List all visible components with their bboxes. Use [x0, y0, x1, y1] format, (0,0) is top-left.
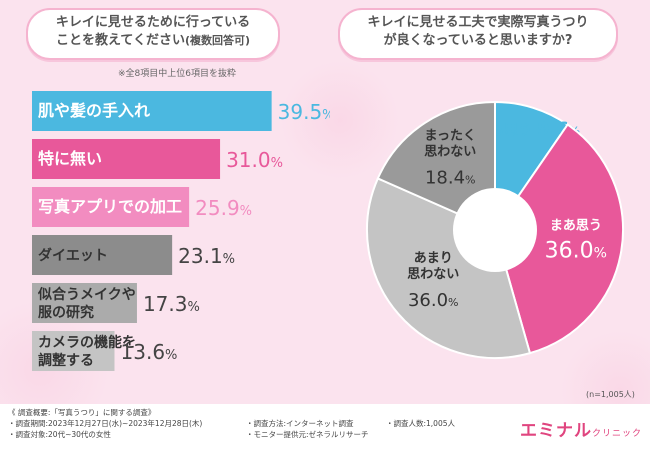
logo-main: エミナル: [520, 421, 592, 441]
value-int: 36.: [408, 290, 437, 311]
bar-value-label: 25.9%: [195, 196, 252, 220]
value-unit: %: [223, 252, 235, 267]
slice-name: 思わない: [424, 144, 476, 159]
value-unit: %: [240, 204, 252, 219]
footer-overview: 《 調査概要:「写真うつり」に関する調査》: [8, 408, 156, 417]
sample-size-label: (n=1,005人): [586, 390, 635, 399]
clinic-logo: エミナルクリニック: [520, 416, 642, 441]
value-int: 18.: [425, 167, 454, 188]
footer-right: ・調査人数:1,005人: [386, 418, 455, 429]
pie-chart: とても思う 9.6%まあ思う36.0%あまり思わない36.0%まったく思わない1…: [366, 100, 624, 359]
pie-value-label: 36.0%: [408, 290, 459, 311]
value-dec: 9: [227, 196, 240, 220]
pie-title-line2: が良くなっていると思いますか?: [383, 33, 573, 48]
value-int: 31.: [226, 148, 258, 172]
pie-slice-label: まあ思う: [550, 218, 602, 233]
pie-slice-label: あまり思わない: [407, 251, 459, 282]
bar: [32, 139, 221, 179]
value-dec: 4: [454, 167, 465, 188]
bar: [32, 331, 115, 371]
slice-name: まったく: [424, 128, 475, 143]
bar-value-label: 31.0%: [226, 148, 283, 172]
footer-provider: ・モニター提供元:ゼネラルリサーチ: [246, 430, 369, 439]
footer-target: ・調査対象:20代~30代の女性: [8, 430, 111, 439]
bar: [32, 283, 137, 323]
value-dec: 0: [580, 238, 594, 263]
slice-name: 思わない: [407, 267, 459, 282]
bar-value-label: 23.1%: [178, 244, 235, 268]
value-int: 9.: [537, 118, 556, 139]
value-unit: %: [448, 296, 458, 309]
footer-method: ・調査方法:インターネット調査: [246, 419, 354, 428]
category-line: 写真アプリでの加工: [38, 197, 182, 216]
value-unit: %: [594, 245, 607, 261]
pie-value-label: 36.0%: [545, 238, 607, 263]
bar-category-label: 似合うメイクや服の研究: [37, 286, 136, 321]
value-unit: %: [465, 173, 475, 186]
bar-category-label: 写真アプリでの加工: [38, 197, 182, 216]
survey-footer: 《 調査概要:「写真うつり」に関する調査》 ・調査期間:2023年12月27日(…: [0, 404, 650, 450]
logo-sub: クリニック: [592, 429, 643, 439]
value-dec: 0: [258, 148, 271, 172]
value-int: 17.: [143, 292, 175, 316]
bar: [32, 235, 173, 275]
pie-slice-label: まったく思わない: [424, 128, 476, 159]
footer-period: ・調査期間:2023年12月27日(水)~2023年12月28日(木): [8, 419, 203, 428]
bar-category-label: カメラの機能を調整する: [38, 334, 136, 369]
category-line: 肌や髪の手入れ: [38, 101, 150, 120]
bar-title-line2: ことを教えてください: [55, 33, 185, 48]
category-line: ダイエット: [38, 247, 108, 264]
value-int: 39.: [278, 100, 310, 124]
pie-chart-title: キレイに見せる工夫で実際写真うつり が良くなっていると思いますか?: [338, 8, 618, 60]
value-unit: %: [322, 108, 330, 123]
value-dec: 0: [437, 290, 448, 311]
value-unit: %: [188, 300, 200, 315]
donut-hole: [453, 188, 537, 272]
background-burst: [280, 60, 400, 180]
bar: [32, 91, 272, 131]
value-dec: 6: [152, 340, 165, 364]
bar-category-label: 肌や髪の手入れ: [38, 101, 150, 120]
pie-value-label: 18.4%: [425, 167, 476, 188]
category-line: 特に無い: [38, 149, 102, 168]
category-line: カメラの機能を: [38, 334, 136, 351]
bar-value-label: 39.5%: [278, 100, 330, 124]
bar-chart-title: キレイに見せるために行っている ことを教えてください(複数回答可): [26, 8, 280, 60]
footer-count: ・調査人数:1,005人: [386, 419, 455, 428]
value-dec: 1: [210, 244, 223, 268]
category-line: 服の研究: [38, 304, 94, 321]
bar-category-label: ダイエット: [38, 247, 108, 264]
value-unit: %: [271, 156, 283, 171]
value-dec: 3: [175, 292, 188, 316]
pie-slice: [493, 123, 624, 355]
value-int: 36.: [545, 238, 580, 263]
bar-title-line2-small: (複数回答可): [184, 34, 251, 47]
category-line: 似合うメイクや: [37, 286, 136, 303]
bar-value-label: 17.3%: [143, 292, 200, 316]
value-int: 23.: [178, 244, 210, 268]
slice-name: あまり: [414, 251, 453, 266]
bar-category-label: 特に無い: [38, 149, 102, 168]
bar: [32, 187, 190, 227]
pie-slice: [376, 100, 496, 232]
category-line: 調整する: [38, 352, 94, 369]
bar-value-label: 13.6%: [121, 340, 178, 364]
pie-title-line1: キレイに見せる工夫で実際写真うつり: [367, 15, 589, 30]
value-int: 25.: [195, 196, 227, 220]
footer-left: 《 調査概要:「写真うつり」に関する調査》 ・調査期間:2023年12月27日(…: [8, 407, 202, 440]
value-unit: %: [165, 348, 177, 363]
footer-middle: ・調査方法:インターネット調査 ・モニター提供元:ゼネラルリサーチ: [246, 418, 369, 440]
bar-chart: 肌や髪の手入れ 39.5% 特に無い 31.0% 写真アプリでの加工 25.9% ダイエット…: [32, 91, 330, 371]
value-dec: 5: [309, 100, 322, 124]
bar-chart-note: ※全8項目中上位6項目を抜粋: [118, 69, 236, 79]
pie-slice: [366, 177, 532, 359]
bar-title-line1: キレイに見せるために行っている: [55, 15, 251, 30]
value-int: 13.: [121, 340, 153, 364]
slice-name: まあ思う: [550, 218, 602, 233]
